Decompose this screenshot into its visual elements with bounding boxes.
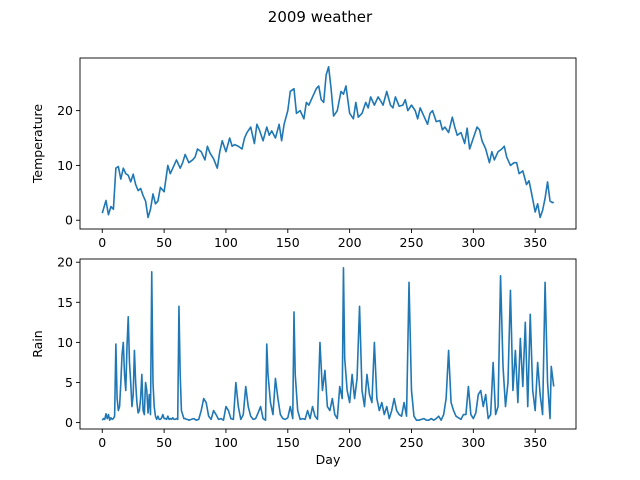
temperature-xtick-label: 250	[400, 235, 424, 250]
rain-axes-frame	[79, 258, 577, 430]
figure-title: 2009 weather	[268, 8, 373, 26]
rain-xtick-label: 350	[523, 435, 547, 450]
rain-xtick-label: 0	[98, 435, 106, 450]
temperature-ytick-label: 20	[57, 103, 73, 118]
temperature-xtick-label: 200	[338, 235, 362, 250]
rain-xtick-label: 100	[214, 435, 238, 450]
temperature-series-line	[101, 65, 555, 219]
temperature-xtick-label: 50	[156, 235, 172, 250]
temperature-axes-frame	[79, 57, 577, 230]
rain-series-line	[101, 267, 555, 421]
rain-xtick-label: 200	[338, 435, 362, 450]
rain-xtick-label: 300	[461, 435, 485, 450]
rain-ytick-label: 20	[57, 255, 73, 270]
rain-ylabel: Rain	[30, 330, 45, 357]
temperature-xtick-label: 150	[276, 235, 300, 250]
rain-ytick-label: 5	[65, 375, 73, 390]
temperature-ytick-label: 10	[57, 158, 73, 173]
rain-ytick-label: 0	[65, 415, 73, 430]
rain-xtick-label: 250	[400, 435, 424, 450]
rain-xlabel: Day	[316, 452, 341, 467]
temperature-xtick-label: 350	[523, 235, 547, 250]
temperature-xtick-label: 0	[98, 235, 106, 250]
temperature-xtick-label: 300	[461, 235, 485, 250]
rain-panel: 0 50 100 150 200 250 300 350 0 5 10 15 20 Rain Day	[30, 255, 577, 467]
rain-xtick-label: 50	[156, 435, 172, 450]
temperature-xtick-label: 100	[214, 235, 238, 250]
rain-xtick-label: 150	[276, 435, 300, 450]
rain-ytick-label: 15	[57, 295, 73, 310]
temperature-ylabel: Temperature	[30, 104, 45, 184]
temperature-ytick-label: 0	[65, 213, 73, 228]
temperature-panel: 0 50 100 150 200 250 300 350 0 10 20 Temperature	[30, 57, 577, 250]
rain-ytick-label: 10	[57, 335, 73, 350]
